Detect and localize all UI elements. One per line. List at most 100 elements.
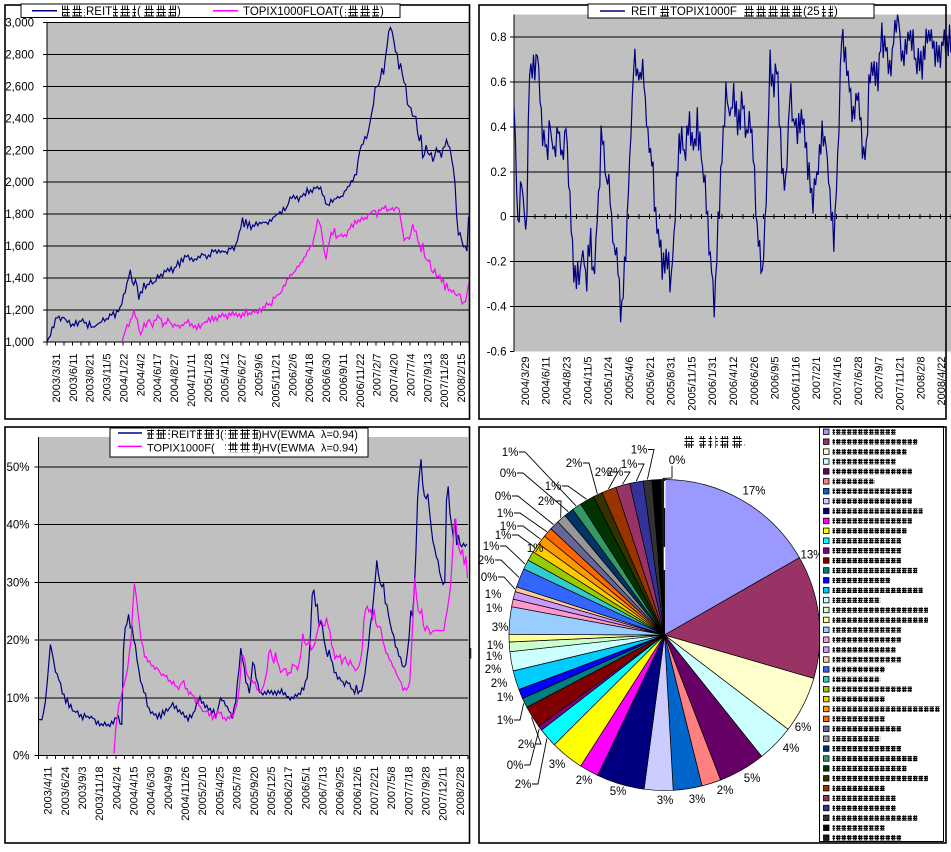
svg-text:2008/2/28: 2008/2/28: [455, 767, 467, 816]
svg-text:20%: 20%: [6, 635, 29, 647]
svg-text:]: ]: [469, 647, 472, 659]
svg-text:2006/9/5: 2006/9/5: [770, 357, 782, 400]
svg-text:0%: 0%: [495, 491, 512, 503]
svg-text:2004/6/30: 2004/6/30: [146, 767, 158, 816]
svg-text:10%: 10%: [6, 693, 29, 705]
svg-text:2,400: 2,400: [5, 113, 34, 125]
svg-text:0.4: 0.4: [491, 122, 508, 134]
svg-text:0.2: 0.2: [491, 167, 507, 179]
svg-text:): ): [834, 6, 838, 18]
svg-text:6%: 6%: [795, 722, 812, 734]
svg-text:4%: 4%: [783, 743, 800, 755]
svg-text:2006/12/6: 2006/12/6: [352, 767, 364, 816]
svg-text:2005/1/28: 2005/1/28: [203, 354, 215, 403]
svg-text:)HV(EWMA λ=0.94): )HV(EWMA λ=0.94): [258, 429, 358, 441]
svg-text:1%: 1%: [497, 508, 514, 520]
svg-text:1%: 1%: [485, 589, 502, 601]
svg-text:2005/9/20: 2005/9/20: [249, 767, 261, 816]
svg-text:2,000: 2,000: [5, 177, 34, 189]
svg-text:1%: 1%: [483, 541, 500, 553]
svg-text:1,800: 1,800: [5, 209, 34, 221]
svg-text:2003/4/11: 2003/4/11: [43, 767, 55, 815]
svg-text:3,000: 3,000: [5, 17, 34, 29]
svg-text:40%: 40%: [6, 520, 29, 532]
svg-text:1%: 1%: [545, 481, 562, 493]
svg-text:1%: 1%: [486, 651, 503, 663]
svg-text:2006/2/17: 2006/2/17: [283, 767, 295, 816]
svg-text:2007/6/28: 2007/6/28: [853, 357, 865, 406]
svg-text:2005/8/31: 2005/8/31: [666, 357, 678, 406]
svg-text:1%: 1%: [621, 459, 638, 471]
svg-text:2%: 2%: [566, 458, 583, 470]
svg-text:1,400: 1,400: [5, 273, 34, 285]
svg-text:0.6: 0.6: [491, 77, 507, 89]
svg-text:-0.6: -0.6: [487, 346, 507, 358]
svg-text:2004/9/9: 2004/9/9: [163, 767, 175, 810]
svg-text:2003/11/5: 2003/11/5: [102, 354, 114, 402]
svg-text:17%: 17%: [742, 486, 765, 498]
svg-text:(: (: [137, 6, 141, 18]
svg-text:-0.4: -0.4: [487, 301, 507, 313]
svg-text:2005/12/5: 2005/12/5: [266, 767, 278, 816]
svg-text:1%: 1%: [486, 603, 503, 615]
svg-text:): ): [380, 6, 384, 18]
svg-text:2005/4/6: 2005/4/6: [624, 357, 636, 400]
svg-text:2007/9/13: 2007/9/13: [422, 354, 434, 403]
svg-text:2005/11/21: 2005/11/21: [270, 354, 282, 408]
svg-text:(: (: [220, 429, 224, 441]
svg-text:TOPIX1000FLOAT(: TOPIX1000FLOAT(: [243, 6, 343, 18]
svg-text:2006/11/16: 2006/11/16: [790, 357, 802, 411]
svg-text:2007/9/7: 2007/9/7: [874, 357, 886, 400]
svg-text:0%: 0%: [481, 572, 498, 584]
svg-text:2007/9/28: 2007/9/28: [421, 767, 433, 816]
svg-text:1,000: 1,000: [5, 337, 34, 349]
svg-text:1,200: 1,200: [5, 305, 34, 317]
svg-text:2004/4/2: 2004/4/2: [135, 354, 147, 397]
svg-text:2003/3/31: 2003/3/31: [51, 354, 63, 403]
svg-text:2007/4/16: 2007/4/16: [832, 357, 844, 406]
svg-text:5%: 5%: [744, 773, 761, 785]
svg-text:2%: 2%: [515, 779, 532, 791]
svg-text:13%: 13%: [800, 550, 823, 562]
svg-text:2003/8/21: 2003/8/21: [85, 354, 97, 403]
svg-text:1%: 1%: [497, 692, 514, 704]
svg-text:2%: 2%: [576, 775, 593, 787]
svg-text:2004/8/27: 2004/8/27: [169, 354, 181, 403]
svg-text:2008/4/22: 2008/4/22: [936, 357, 948, 406]
svg-text:0%: 0%: [13, 751, 30, 763]
svg-text:2006/1/31: 2006/1/31: [707, 357, 719, 406]
svg-text:2%: 2%: [607, 467, 624, 479]
svg-text:2003/6/11: 2003/6/11: [68, 354, 80, 402]
svg-text:2004/8/23: 2004/8/23: [562, 357, 574, 406]
svg-text:1,600: 1,600: [5, 241, 34, 253]
svg-text:2004/11/11: 2004/11/11: [186, 354, 198, 407]
svg-text:2005/9/6: 2005/9/6: [254, 354, 266, 397]
svg-text:2003/9/3: 2003/9/3: [77, 767, 89, 810]
svg-text:2007/7/4: 2007/7/4: [405, 354, 417, 397]
svg-text:2004/4/15: 2004/4/15: [129, 767, 141, 816]
svg-text:REIT: REIT: [631, 6, 657, 18]
svg-text:2004/11/5: 2004/11/5: [582, 357, 594, 405]
svg-text:2,600: 2,600: [5, 81, 34, 93]
svg-text:2008/2/15: 2008/2/15: [456, 354, 468, 403]
svg-text:2%: 2%: [485, 664, 502, 676]
svg-text:2007/11/21: 2007/11/21: [895, 357, 907, 411]
svg-text:2005/6/27: 2005/6/27: [237, 354, 249, 403]
svg-text:2005/1/24: 2005/1/24: [603, 357, 615, 406]
svg-text:1%: 1%: [500, 521, 517, 533]
svg-text:2006/11/22: 2006/11/22: [355, 354, 367, 408]
svg-text:3%: 3%: [689, 794, 706, 806]
svg-text:1%: 1%: [631, 445, 648, 457]
svg-text:1%: 1%: [495, 530, 512, 542]
svg-text:)HV(EWMA λ=0.94): )HV(EWMA λ=0.94): [258, 442, 358, 454]
svg-text:3%: 3%: [549, 759, 566, 771]
svg-text:1%: 1%: [497, 715, 514, 727]
svg-text:2006/4/12: 2006/4/12: [728, 357, 740, 406]
svg-text:REIT: REIT: [86, 6, 112, 18]
svg-text:2%: 2%: [717, 785, 734, 797]
svg-text:(25: (25: [803, 6, 820, 18]
svg-text:5%: 5%: [610, 786, 627, 798]
svg-text:2006/4/18: 2006/4/18: [304, 354, 316, 403]
svg-text:1%: 1%: [487, 640, 504, 652]
svg-text:2,800: 2,800: [5, 49, 34, 61]
